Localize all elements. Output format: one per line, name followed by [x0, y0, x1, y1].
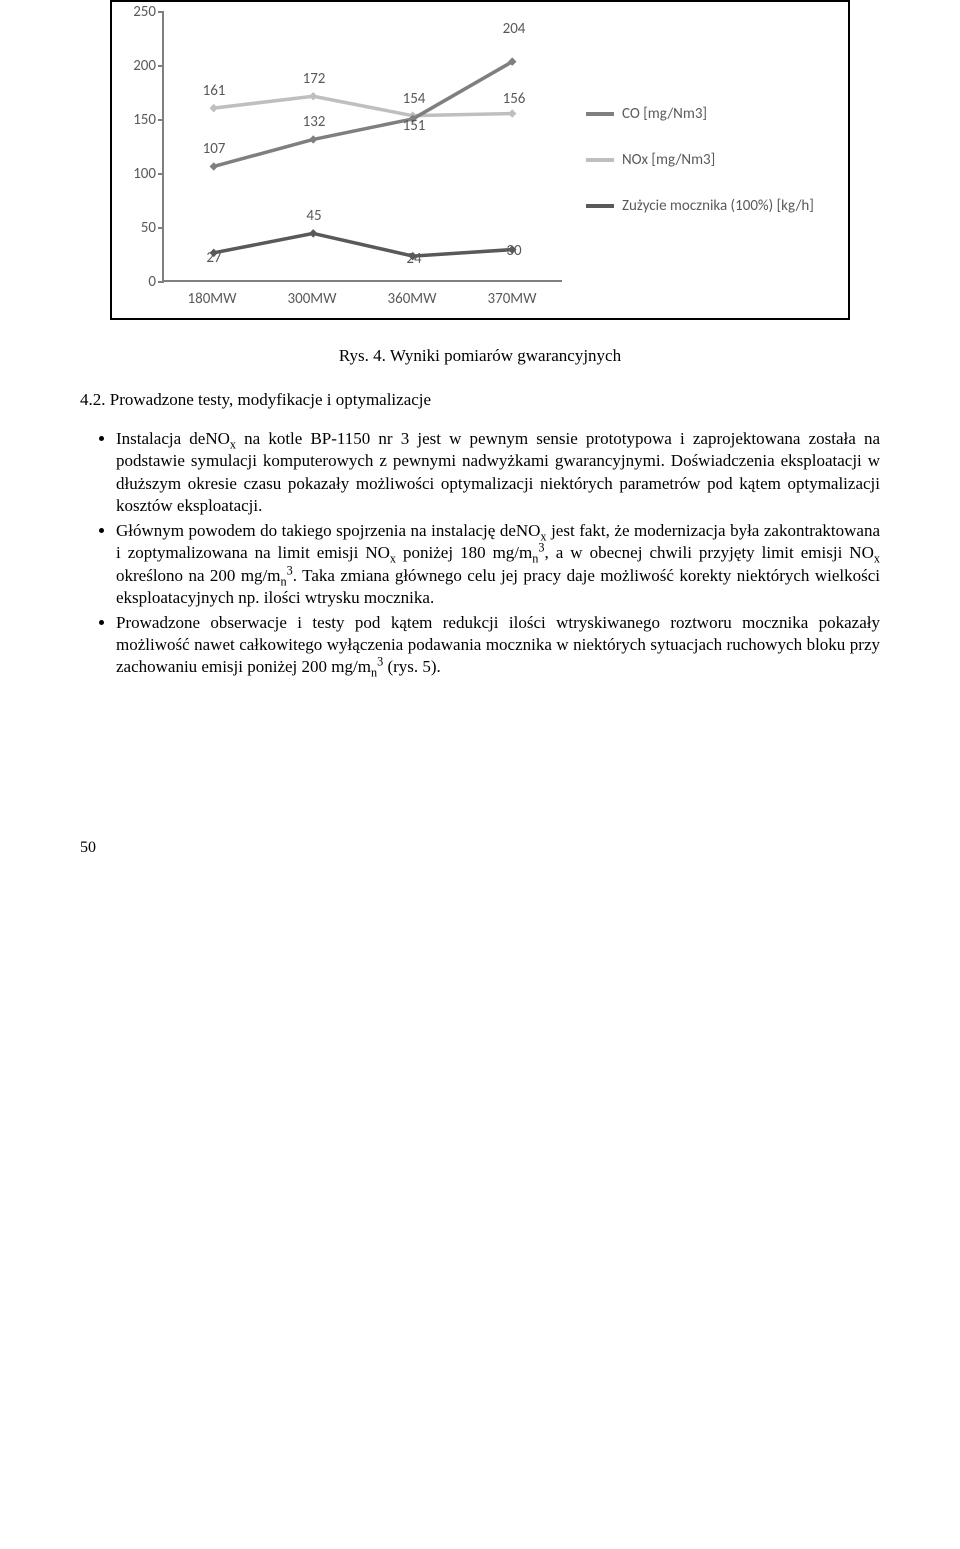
plot-area: 161 172 154 156 107 132 151 204 27 45 24 30 — [162, 12, 562, 282]
subscript: x — [874, 552, 880, 566]
data-label: 132 — [303, 113, 326, 131]
list-item: Głównym powodem do takiego spojrzenia na… — [116, 520, 880, 610]
text: Prowadzone obserwacje i testy pod kątem … — [116, 613, 880, 677]
x-axis: 180MW 300MW 360MW 370MW — [162, 290, 562, 308]
plot-column: 250 200 150 100 50 0 1611721541561071321… — [122, 12, 562, 308]
x-category: 300MW — [262, 290, 362, 308]
data-label: 204 — [503, 20, 526, 38]
legend-item-co: CO [mg/Nm3] — [586, 105, 838, 123]
figure-caption: Rys. 4. Wyniki pomiarów gwarancyjnych — [80, 346, 880, 366]
data-label: 107 — [203, 140, 226, 158]
legend: CO [mg/Nm3] NOx [mg/Nm3] Zużycie mocznik… — [562, 12, 838, 308]
legend-item-urea: Zużycie mocznika (100%) [kg/h] — [586, 197, 838, 215]
legend-swatch — [586, 158, 614, 162]
legend-label: NOx [mg/Nm3] — [622, 151, 715, 169]
bullet-list: Instalacja deNOx na kotle BP-1150 nr 3 j… — [80, 428, 880, 679]
x-category: 360MW — [362, 290, 462, 308]
data-label: 156 — [503, 90, 526, 108]
data-label: 27 — [206, 249, 221, 267]
list-item: Prowadzone obserwacje i testy pod kątem … — [116, 612, 880, 679]
legend-label: Zużycie mocznika (100%) [kg/h] — [622, 197, 814, 215]
chart-container: 250 200 150 100 50 0 1611721541561071321… — [110, 0, 850, 320]
text: , a w obecnej chwili przyjęty limit emis… — [545, 543, 874, 562]
text: poniżej 180 mg/m — [396, 543, 532, 562]
data-label: 45 — [306, 207, 321, 225]
legend-item-nox: NOx [mg/Nm3] — [586, 151, 838, 169]
data-label: 172 — [303, 70, 326, 88]
text: określono na 200 mg/m — [116, 566, 281, 585]
text: Głównym powodem do takiego spojrzenia na… — [116, 521, 540, 540]
section-heading: 4.2. Prowadzone testy, modyfikacje i opt… — [80, 390, 880, 410]
x-category: 370MW — [462, 290, 562, 308]
list-item: Instalacja deNOx na kotle BP-1150 nr 3 j… — [116, 428, 880, 518]
data-label: 30 — [506, 242, 521, 260]
legend-label: CO [mg/Nm3] — [622, 105, 707, 123]
data-label: 24 — [406, 250, 421, 268]
data-label: 151 — [403, 117, 426, 135]
text: (rys. 5). — [383, 657, 441, 676]
page-number: 50 — [80, 839, 880, 857]
chart-body: 250 200 150 100 50 0 1611721541561071321… — [122, 12, 838, 308]
text: Instalacja deNO — [116, 429, 230, 448]
plot-wrap: 161 172 154 156 107 132 151 204 27 45 24 30 180MW 3… — [162, 12, 562, 308]
legend-swatch — [586, 204, 614, 208]
x-category: 180MW — [162, 290, 262, 308]
legend-swatch — [586, 112, 614, 116]
y-axis: 250 200 150 100 50 0 — [122, 12, 162, 282]
data-label: 161 — [203, 82, 226, 100]
data-label: 154 — [403, 90, 426, 108]
